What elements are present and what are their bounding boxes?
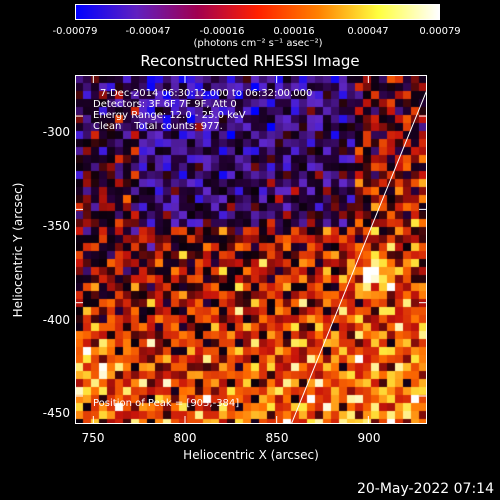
colorbar-tick: -0.00047 xyxy=(125,26,171,37)
colorbar-tick: 0.00016 xyxy=(273,26,315,37)
y-tick-label: -350 xyxy=(42,219,70,233)
plot-area xyxy=(75,75,427,424)
y-tick-label: -300 xyxy=(42,125,70,139)
plot-overlay xyxy=(75,75,427,424)
annotation-detectors: Detectors: 3F 6F 7F 9F, Att 0 xyxy=(93,99,237,110)
y-tick-label: -400 xyxy=(42,313,70,327)
heatmap-image xyxy=(75,75,427,424)
solar-limb-line xyxy=(290,89,427,424)
x-tick-label: 750 xyxy=(81,431,105,445)
colorbar xyxy=(75,4,440,20)
colorbar-tick: -0.00016 xyxy=(199,26,245,37)
chart-title: Reconstructed RHESSI Image xyxy=(140,52,360,70)
annotation-peak-position: Position of Peak = [903,-384] xyxy=(93,398,240,409)
annotation-energy: Energy Range: 12.0 - 25.0 keV xyxy=(93,110,246,121)
x-tick-label: 850 xyxy=(265,431,289,445)
annotation-counts: Clean Total counts: 977. xyxy=(93,121,223,132)
colorbar-tick: 0.00047 xyxy=(347,26,389,37)
x-tick-label: 800 xyxy=(173,431,197,445)
y-axis-label: Heliocentric Y (arcsec) xyxy=(11,182,25,318)
x-tick-label: 900 xyxy=(357,431,381,445)
colorbar-tick: -0.00079 xyxy=(52,26,98,37)
annotation-time-range: 7-Dec-2014 06:30:12.000 to 06:32:00.000 xyxy=(100,88,313,99)
x-axis-label: Heliocentric X (arcsec) xyxy=(183,448,319,462)
y-tick-label: -450 xyxy=(42,406,70,420)
timestamp: 20-May-2022 07:14 xyxy=(356,481,494,497)
colorbar-tick: 0.00079 xyxy=(419,26,461,37)
colorbar-units: (photons cm⁻² s⁻¹ asec⁻²) xyxy=(193,38,323,49)
